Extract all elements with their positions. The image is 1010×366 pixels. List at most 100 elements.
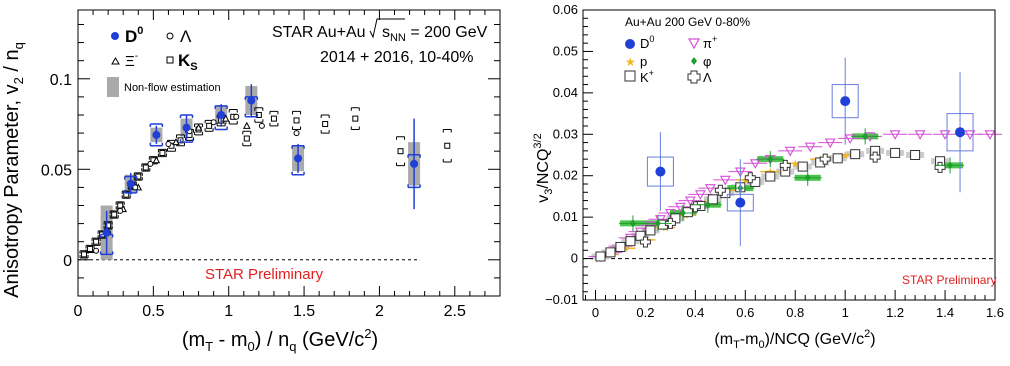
star-icon: ★ — [625, 55, 636, 69]
v3-header: Au+Au 200 GeV 0-80% — [625, 15, 750, 29]
legend-proton-label: p — [640, 54, 647, 69]
v3-y-axis-label: v3/NCQ3/2 — [532, 133, 555, 202]
x-tick-label: 0.8 — [786, 305, 804, 320]
xi-point — [152, 156, 161, 164]
y-tick-label: 0.01 — [553, 209, 578, 224]
x-tick-label: 1 — [842, 305, 849, 320]
star-icon: ★ — [790, 158, 800, 170]
x-tick-label: 2.5 — [444, 303, 466, 320]
x-tick-label: 0.5 — [142, 303, 164, 320]
legend-lambda-label: Λ — [180, 27, 192, 46]
d0-sys-bracket — [149, 123, 164, 147]
ks-point — [111, 211, 118, 218]
ks-sys-bracket — [85, 244, 95, 254]
v2-preliminary-label: STAR Preliminary — [205, 266, 324, 283]
kaon-point — [910, 150, 921, 160]
pion-point — [964, 130, 976, 140]
ks-sys-bracket — [228, 109, 238, 125]
xi-point — [242, 121, 251, 129]
v2-chart-panel: 0 0.5 1 1.5 2 2.5 0 0.05 0.1 Anisotropy Paramete… — [0, 0, 505, 361]
y-tick-label: 0.02 — [553, 168, 578, 183]
ks-point — [397, 148, 404, 155]
d0-point — [102, 228, 111, 237]
legend-lambda-label: Λ — [703, 70, 712, 85]
legend-phi-marker — [691, 57, 697, 65]
xi-point — [221, 114, 230, 122]
legend-kaon-marker — [624, 70, 636, 82]
d0-point — [840, 96, 851, 107]
lambda-point — [258, 122, 265, 129]
ks-sys-bracket — [320, 114, 330, 134]
ks-point — [142, 164, 149, 171]
ks-point — [243, 135, 250, 142]
ks-point — [159, 150, 166, 156]
v2-axes: 0 0.5 1 1.5 2 2.5 0 0.05 0.1 — [41, 9, 501, 320]
kaon-point — [615, 241, 626, 252]
legend-d0-marker — [625, 39, 635, 49]
y-tick-label: 0.05 — [553, 43, 578, 58]
lambda-point — [819, 153, 831, 165]
ks-point — [255, 111, 262, 118]
x-tick-label: 0 — [592, 305, 599, 320]
ks-sys-bracket — [91, 237, 101, 246]
kaon-point — [645, 225, 656, 236]
d0-point — [152, 130, 161, 139]
x-tick-label: 0.4 — [686, 305, 704, 320]
v2-legend: D0 Λ Ξ- KS Non-flow estimation — [107, 25, 221, 97]
v2-y-axis-label: Anisotropy Parameter, v2 / nq — [1, 42, 26, 298]
v3-chart-panel: ★★★★★★★★★★★★ 00.20.40.60.811.21.41.6−0.0… — [505, 0, 1010, 361]
ks-sys-bracket — [175, 134, 185, 147]
d0-point — [294, 154, 303, 163]
xi-point — [172, 138, 180, 146]
d0-point — [655, 166, 666, 177]
v3-chart: ★★★★★★★★★★★★ 00.20.40.60.811.21.41.6−0.0… — [532, 2, 1004, 351]
lambda-point — [165, 140, 172, 147]
x-tick-label: 1.6 — [986, 305, 1004, 320]
d0-point — [955, 127, 966, 138]
v2-header-line1: STAR Au+Au sNN = 200 GeV — [272, 24, 488, 44]
legend-ks-label: KS — [178, 51, 198, 73]
phi-point — [804, 173, 811, 182]
ks-point — [322, 121, 329, 128]
ks-sys-bracket — [396, 136, 406, 167]
phi-point — [654, 219, 661, 228]
ks-point — [444, 142, 451, 149]
kaon-point — [707, 194, 718, 205]
kaon-point — [765, 171, 776, 182]
lambda-point — [779, 159, 791, 171]
legend-d0-label: D0 — [125, 25, 143, 46]
star-icon: ★ — [621, 243, 631, 255]
v3-axes: 0 0.2 0.4 0.6 0.8 1 1.2 1.4 1.6 −0.01 0 0.01 0.02 0.0… — [545, 2, 1004, 320]
y-tick-label: 0 — [571, 251, 578, 266]
legend-nonflow-box — [107, 77, 119, 97]
ks-point — [87, 245, 94, 252]
lambda-point — [639, 236, 651, 248]
x-tick-label: 1.5 — [293, 303, 315, 320]
v2-header-line2: 2014 + 2016, 10-40% — [320, 49, 473, 66]
phi-point — [629, 219, 636, 228]
kaon-point — [797, 161, 808, 172]
d0-point — [182, 123, 191, 132]
y-tick-label: 0.05 — [41, 162, 72, 179]
kaon-point — [605, 247, 616, 258]
phi-point — [947, 161, 954, 170]
pion-point — [984, 130, 996, 140]
lambda-point — [147, 160, 154, 167]
x-tick-label: 2 — [375, 303, 384, 320]
v2-chart: 0 0.5 1 1.5 2 2.5 0 0.05 0.1 Anisotropy Paramete… — [1, 9, 501, 354]
d0-point — [410, 159, 419, 168]
phi-point — [704, 200, 711, 209]
d0-point — [126, 179, 135, 188]
kaon-point — [890, 147, 901, 158]
phi-point — [862, 132, 869, 141]
pion-point — [784, 146, 796, 157]
lambda-point — [132, 184, 139, 191]
pion-point — [914, 130, 926, 140]
legend-lambda-marker — [687, 70, 701, 84]
y-tick-label: 0.03 — [553, 126, 578, 141]
pion-point — [824, 138, 836, 149]
kaon-point — [625, 236, 636, 247]
y-tick-label: 0 — [63, 253, 72, 270]
d0-point — [735, 197, 746, 208]
legend-xi-label: Ξ- — [125, 51, 138, 70]
